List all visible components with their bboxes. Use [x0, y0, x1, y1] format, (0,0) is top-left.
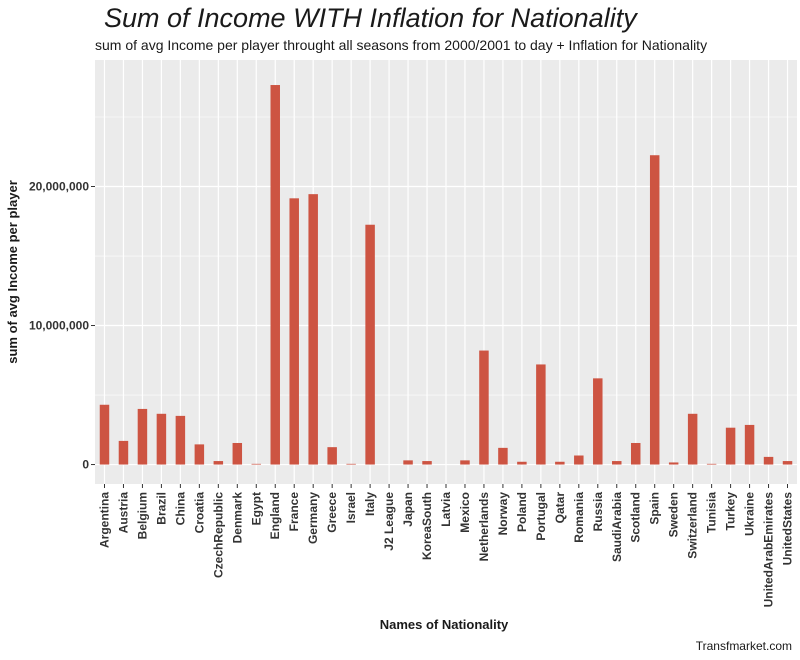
bar-unitedarabemirates: [763, 456, 774, 465]
bar-spain: [649, 155, 660, 465]
x-tick-label: France: [287, 492, 301, 532]
x-tick-label: Greece: [325, 492, 339, 533]
bar-turkey: [725, 427, 736, 465]
bar-argentina: [99, 404, 110, 465]
x-tick-label: Italy: [363, 492, 377, 516]
x-tick-label: Norway: [496, 492, 510, 536]
bar-poland: [517, 461, 527, 465]
x-tick-label: KoreaSouth: [420, 492, 434, 560]
bar-czechrepublic: [213, 461, 224, 465]
x-tick-label: Egypt: [249, 492, 263, 525]
x-tick-label: Scotland: [629, 492, 643, 543]
y-tick-label: 0: [82, 458, 89, 472]
x-tick-label: Austria: [116, 492, 130, 534]
x-tick-label: Argentina: [97, 492, 111, 548]
bar-romania: [574, 455, 584, 465]
bar-netherlands: [479, 350, 489, 465]
y-tick-label: 10,000,000: [29, 319, 89, 333]
bar-denmark: [232, 442, 243, 465]
x-tick-label: Israel: [344, 492, 358, 523]
x-tick-label: Ukraine: [743, 492, 757, 536]
bar-israel: [346, 463, 356, 465]
bar-england: [270, 85, 280, 465]
bar-unitedstates: [782, 461, 793, 465]
bar-austria: [118, 440, 129, 465]
x-tick-label: Portugal: [534, 492, 548, 541]
bar-belgium: [137, 408, 148, 465]
x-tick-label: Spain: [648, 492, 662, 525]
bar-russia: [593, 378, 603, 465]
x-axis-ticks: Argentina Austria Belgium Brazil China Croati…: [97, 484, 795, 608]
x-tick-label: England: [268, 492, 282, 539]
x-tick-label: Russia: [591, 492, 605, 532]
x-axis-label: Names of Nationality: [380, 617, 509, 632]
bar-qatar: [555, 461, 565, 465]
x-tick-label: Latvia: [439, 492, 453, 527]
bar-mexico: [460, 460, 470, 465]
bar-ukraine: [744, 424, 755, 465]
x-tick-label: Mexico: [458, 492, 472, 533]
x-tick-label: SaudiArabia: [610, 492, 624, 562]
bar-portugal: [536, 364, 546, 465]
bar-egypt: [251, 463, 262, 465]
x-tick-label: Brazil: [154, 492, 168, 525]
x-tick-label: Germany: [306, 492, 320, 544]
x-tick-label: Switzerland: [686, 492, 700, 559]
bar-sweden: [668, 462, 679, 465]
bar-france: [289, 198, 299, 465]
x-tick-label: Qatar: [553, 492, 567, 524]
bar-scotland: [630, 442, 641, 465]
x-tick-label: Belgium: [135, 492, 149, 539]
chart-title: Sum of Income WITH Inflation for Nationa…: [104, 3, 638, 33]
bar-koreasouth: [422, 461, 432, 465]
x-tick-label: Croatia: [192, 492, 206, 534]
x-tick-label: CzechRepublic: [211, 492, 225, 578]
x-tick-label: China: [173, 492, 187, 526]
x-tick-label: Japan: [401, 492, 415, 527]
bar-greece: [327, 447, 337, 465]
x-tick-label: Romania: [572, 492, 586, 543]
x-tick-label: J2 League: [382, 492, 396, 551]
x-tick-label: UnitedArabEmirates: [762, 492, 776, 608]
bar-brazil: [156, 413, 167, 465]
x-tick-label: Poland: [515, 492, 529, 532]
bar-saudiarabia: [612, 461, 622, 465]
bar-switzerland: [687, 413, 698, 465]
bar-tunisia: [706, 463, 717, 465]
x-tick-label: Denmark: [230, 492, 244, 544]
y-axis-label: sum of avg Income per player: [5, 180, 20, 364]
bar-china: [175, 415, 186, 465]
bar-japan: [403, 460, 413, 465]
chart-caption: Transfmarket.com: [696, 639, 792, 653]
y-tick-label: 20,000,000: [29, 180, 89, 194]
y-axis-ticks: 0 10,000,000 20,000,000: [29, 180, 95, 472]
bar-norway: [498, 447, 508, 465]
x-tick-label: Tunisia: [705, 492, 719, 533]
bar-croatia: [194, 444, 205, 465]
x-tick-label: Turkey: [724, 492, 738, 531]
x-tick-label: Sweden: [667, 492, 681, 537]
chart-subtitle: sum of avg Income per player throught al…: [95, 37, 707, 53]
bars: [99, 85, 793, 465]
bar-italy: [365, 224, 375, 465]
bar-germany: [308, 194, 318, 465]
x-tick-label: Netherlands: [477, 492, 491, 562]
x-tick-label: UnitedStates: [781, 492, 795, 566]
